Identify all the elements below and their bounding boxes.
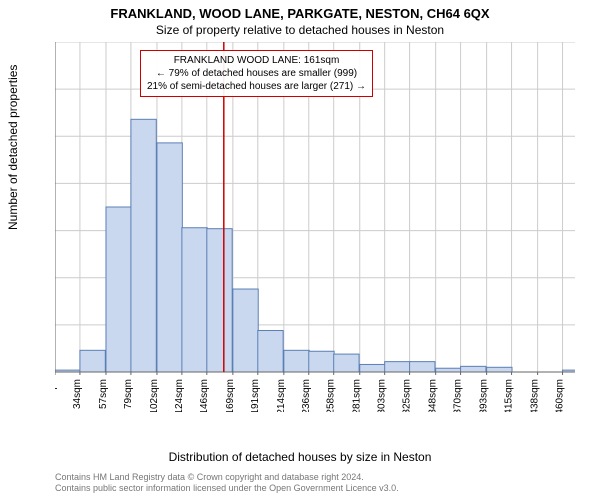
svg-text:102sqm: 102sqm — [149, 379, 160, 412]
callout-box: FRANKLAND WOOD LANE: 161sqm ← 79% of det… — [140, 50, 373, 97]
svg-text:370sqm: 370sqm — [453, 379, 464, 412]
svg-text:281sqm: 281sqm — [352, 379, 363, 412]
chart-title-line1: FRANKLAND, WOOD LANE, PARKGATE, NESTON, … — [0, 0, 600, 21]
svg-text:169sqm: 169sqm — [225, 379, 236, 412]
svg-text:79sqm: 79sqm — [123, 379, 134, 409]
svg-text:57sqm: 57sqm — [98, 379, 109, 409]
callout-line1: FRANKLAND WOOD LANE: 161sqm — [147, 54, 366, 67]
svg-text:303sqm: 303sqm — [377, 379, 388, 412]
footer-line1: Contains HM Land Registry data © Crown c… — [55, 472, 399, 483]
y-axis-label: Number of detached properties — [6, 65, 20, 230]
svg-text:214sqm: 214sqm — [276, 379, 287, 412]
chart-title-line2: Size of property relative to detached ho… — [0, 21, 600, 37]
svg-text:12sqm: 12sqm — [55, 379, 58, 409]
svg-text:348sqm: 348sqm — [428, 379, 439, 412]
svg-text:393sqm: 393sqm — [479, 379, 490, 412]
callout-line2: ← 79% of detached houses are smaller (99… — [147, 67, 366, 80]
svg-text:34sqm: 34sqm — [72, 379, 83, 409]
histogram-plot: 05010015020025030035012sqm34sqm57sqm79sq… — [55, 42, 575, 412]
x-axis-label: Distribution of detached houses by size … — [0, 450, 600, 464]
svg-text:325sqm: 325sqm — [402, 379, 413, 412]
svg-text:438sqm: 438sqm — [530, 379, 541, 412]
svg-text:415sqm: 415sqm — [504, 379, 515, 412]
svg-text:124sqm: 124sqm — [174, 379, 185, 412]
footer-line2: Contains public sector information licen… — [55, 483, 399, 494]
svg-text:460sqm: 460sqm — [555, 379, 566, 412]
chart-area: 05010015020025030035012sqm34sqm57sqm79sq… — [55, 42, 575, 412]
svg-text:146sqm: 146sqm — [199, 379, 210, 412]
svg-text:191sqm: 191sqm — [250, 379, 261, 412]
svg-text:236sqm: 236sqm — [301, 379, 312, 412]
callout-line3: 21% of semi-detached houses are larger (… — [147, 80, 366, 93]
chart-container: FRANKLAND, WOOD LANE, PARKGATE, NESTON, … — [0, 0, 600, 500]
svg-text:258sqm: 258sqm — [326, 379, 337, 412]
footer-attribution: Contains HM Land Registry data © Crown c… — [55, 472, 399, 494]
